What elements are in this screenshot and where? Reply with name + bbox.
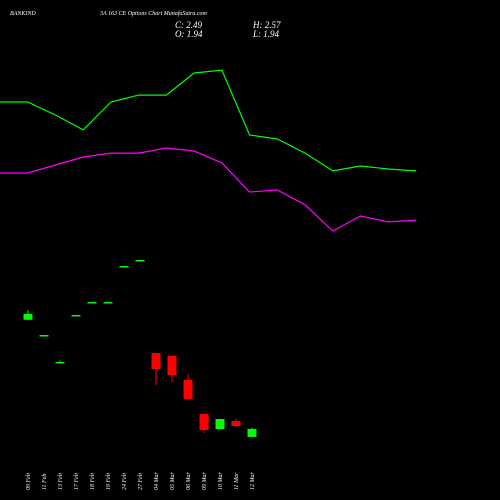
candle-body xyxy=(23,313,33,320)
candle-body xyxy=(151,353,161,370)
candle-body xyxy=(135,260,145,262)
x-tick-label: 11 Feb xyxy=(42,474,48,490)
x-tick-label: 06 Mar xyxy=(186,472,192,490)
x-tick-label: 18 Feb xyxy=(90,473,96,490)
x-tick-label: 09 Mar xyxy=(202,472,208,490)
candle-body xyxy=(103,302,113,304)
overlay-line xyxy=(0,69,417,172)
chart-title: 3A 163 CE Options Chart MunafaSutra.com xyxy=(99,10,208,17)
candle-body xyxy=(247,428,257,437)
x-tick-label: 24 Feb xyxy=(121,473,128,490)
candle-body xyxy=(55,361,65,364)
high-label: H: 2.57 xyxy=(252,20,281,30)
overlay-line xyxy=(0,147,417,232)
candle-body xyxy=(119,265,129,268)
open-label: O: 1.94 xyxy=(175,29,203,39)
x-tick-label: 09 Feb xyxy=(26,473,32,490)
candle-body xyxy=(231,421,241,427)
low-label: L: 1.94 xyxy=(252,29,280,39)
candle-body xyxy=(71,314,81,317)
close-label: C: 2.49 xyxy=(175,20,203,30)
candle-body xyxy=(199,413,209,430)
symbol: BANKIND xyxy=(10,11,36,17)
x-tick-label: 27 Feb xyxy=(138,473,144,490)
x-tick-label: 05 Mar xyxy=(170,472,176,490)
candle-body xyxy=(87,302,97,304)
candle-body xyxy=(215,419,225,430)
x-tick-label: 13 Feb xyxy=(58,473,64,490)
x-tick-label: 11 Mar xyxy=(234,472,240,490)
candle-body xyxy=(167,355,177,375)
candle-body xyxy=(39,335,49,337)
x-tick-label: 12 Mar xyxy=(250,472,256,490)
x-tick-label: 17 Feb xyxy=(74,473,80,490)
candle-body xyxy=(183,379,193,399)
x-tick-label: 04 Mar xyxy=(153,472,160,490)
x-tick-label: 10 Mar xyxy=(218,472,224,490)
x-tick-label: 19 Feb xyxy=(106,473,112,490)
